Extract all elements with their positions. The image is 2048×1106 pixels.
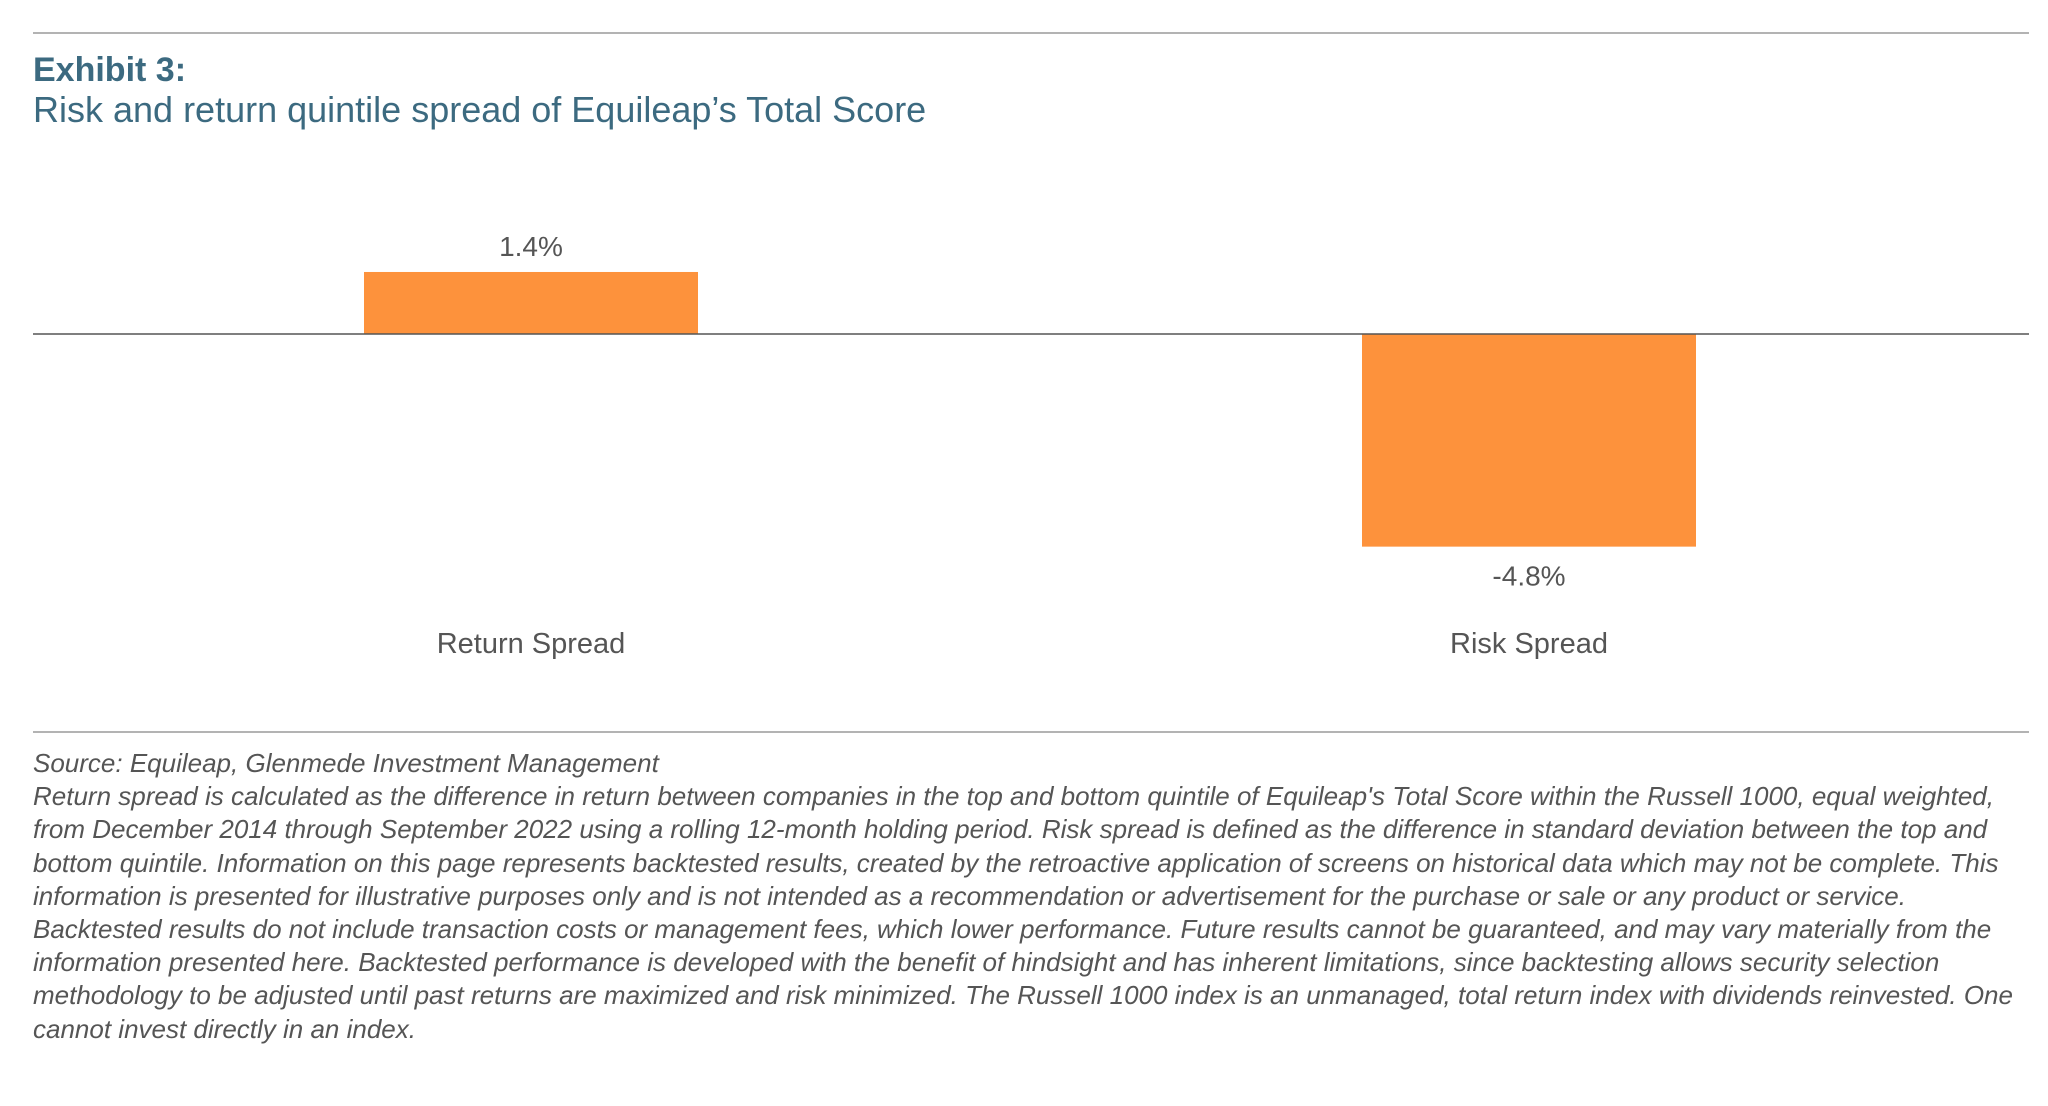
- chart-title: Risk and return quintile spread of Equil…: [33, 89, 927, 130]
- bottom-rule: [33, 731, 2029, 733]
- value-label: 1.4%: [499, 231, 563, 262]
- source-note: Source: Equileap, Glenmede Investment Ma…: [33, 748, 659, 778]
- category-label: Risk Spread: [1450, 628, 1608, 660]
- exhibit-label: Exhibit 3:: [33, 51, 187, 89]
- bar-chart: 1.4% Return Spread -4.8% Risk Spread: [33, 231, 2029, 660]
- bar-return-spread: [364, 271, 698, 334]
- top-rule: [33, 32, 2029, 34]
- footnotes: Source: Equileap, Glenmede Investment Ma…: [33, 747, 2023, 1046]
- value-label: -4.8%: [1492, 561, 1565, 592]
- methodology-note: Return spread is calculated as the diffe…: [33, 781, 2013, 1044]
- category-label: Return Spread: [437, 628, 626, 660]
- bar-risk-spread: [1362, 334, 1696, 547]
